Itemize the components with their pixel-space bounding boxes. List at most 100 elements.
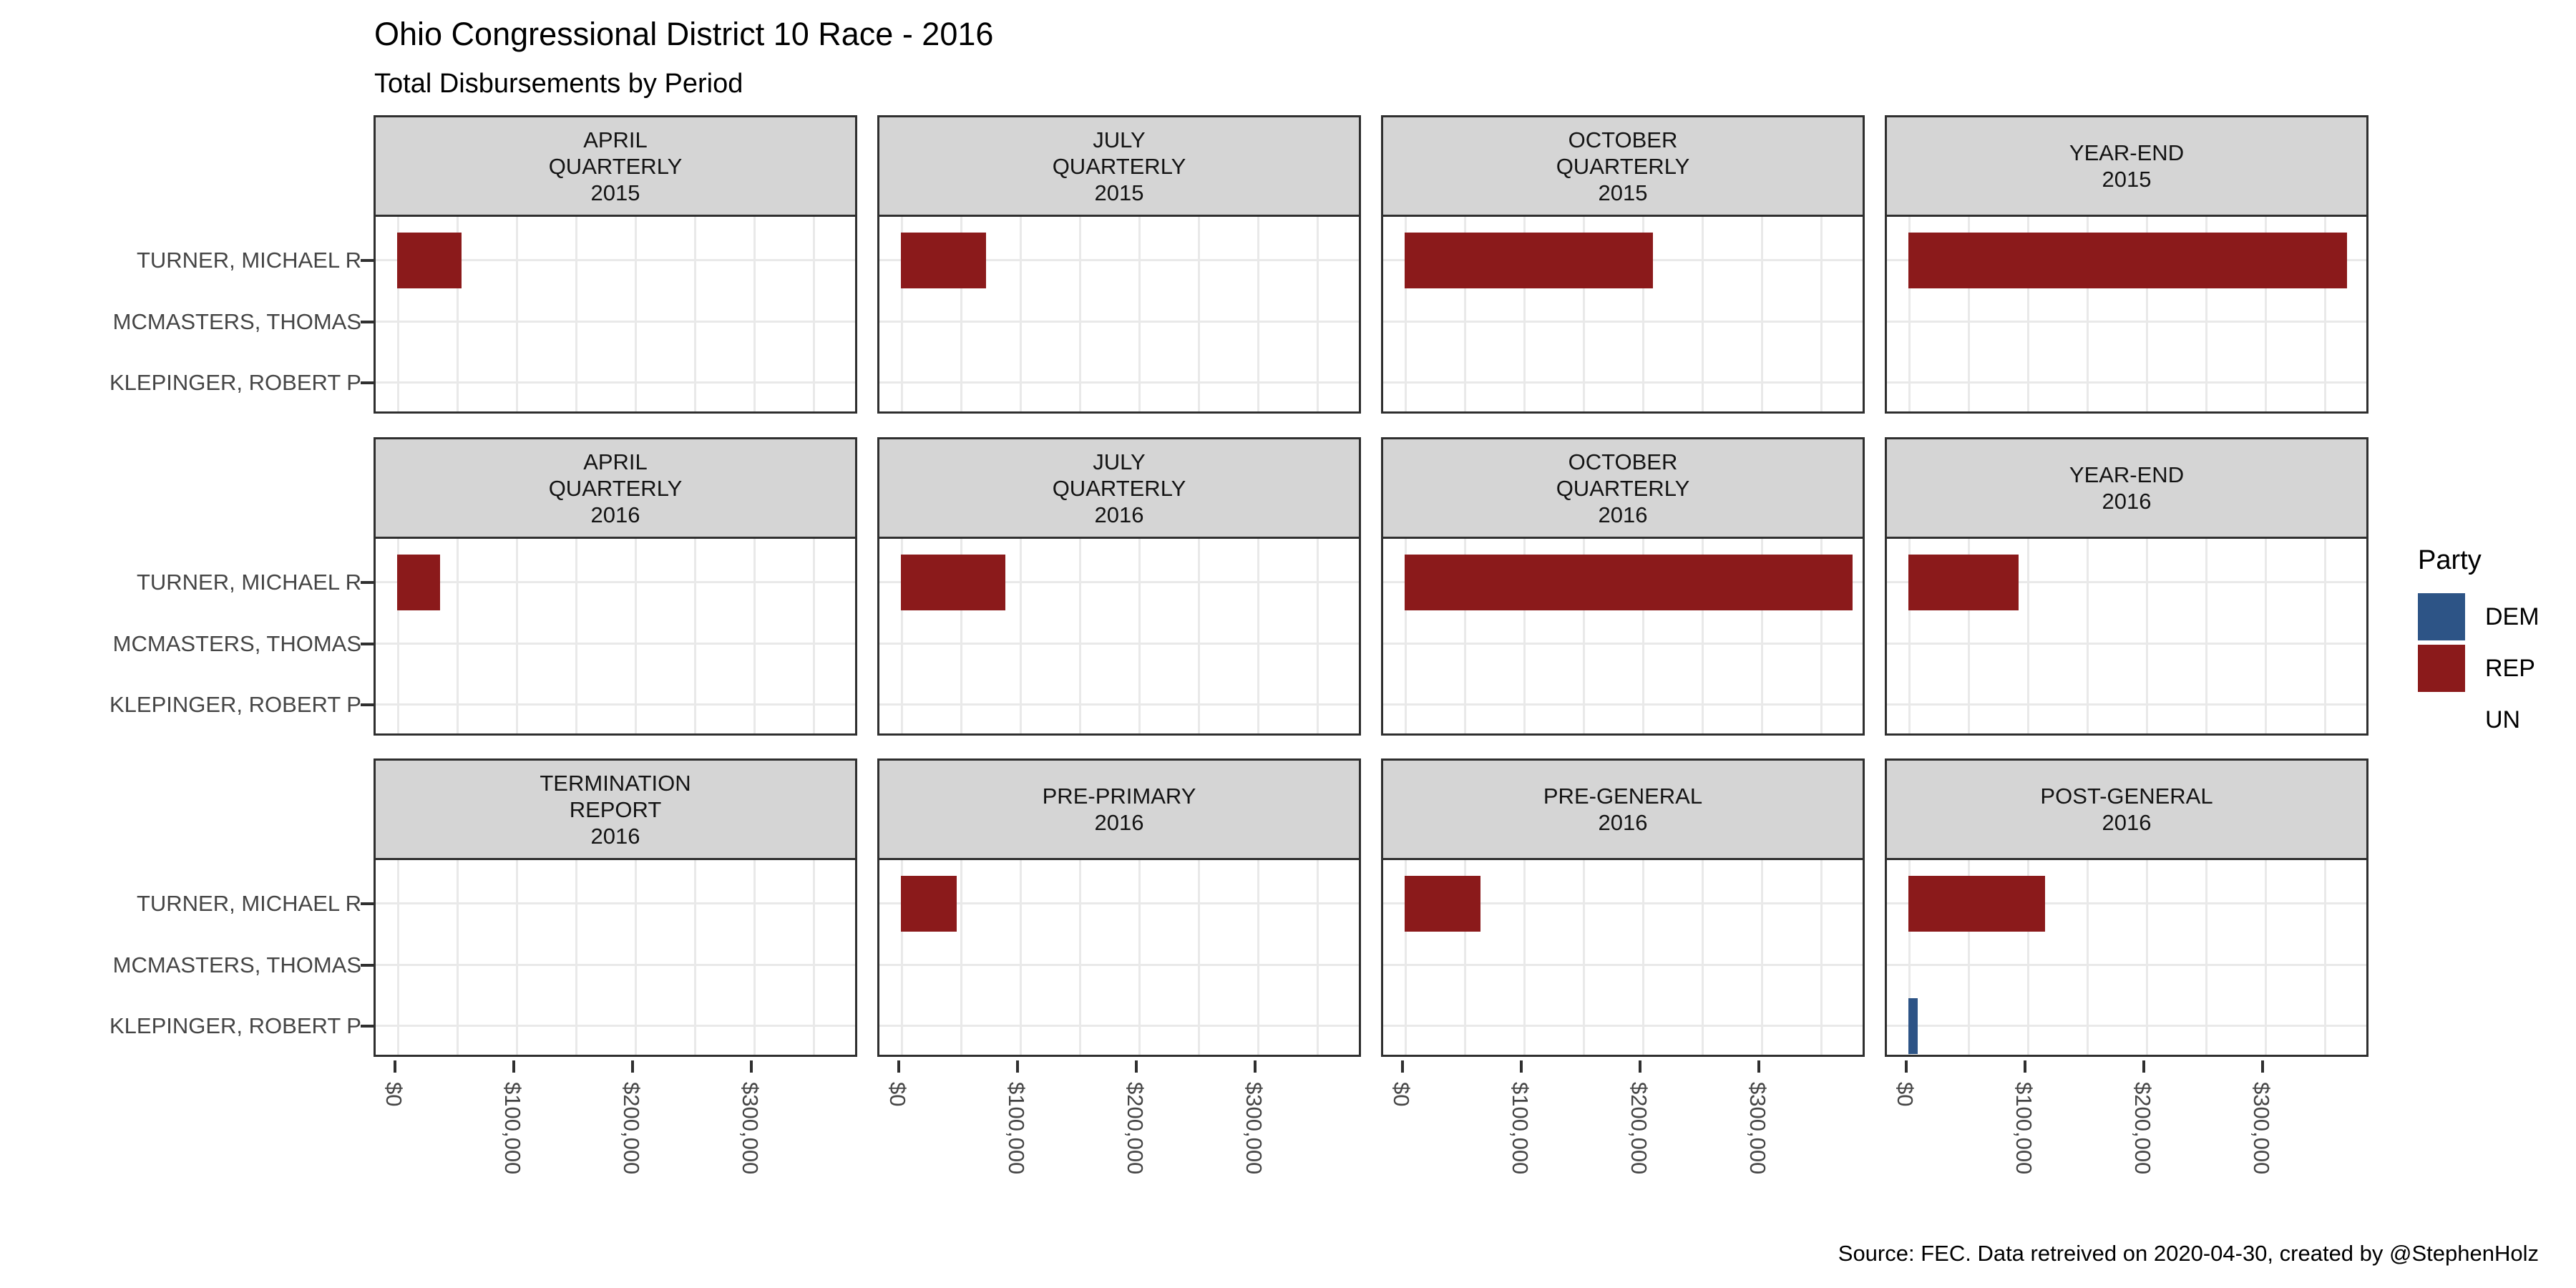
gridline-vertical <box>901 217 903 411</box>
gridline-vertical <box>1523 860 1526 1055</box>
gridline-vertical <box>1583 217 1585 411</box>
x-tick-label: $0 <box>1893 1082 1918 1107</box>
x-tick <box>1520 1060 1523 1073</box>
x-tick-label: $200,000 <box>1626 1082 1652 1175</box>
gridline-vertical <box>397 217 399 411</box>
y-tick <box>361 321 374 323</box>
x-tick <box>394 1060 396 1073</box>
gridline-vertical <box>1079 539 1081 733</box>
gridline-vertical <box>1198 860 1200 1055</box>
facet-strip: PRE-PRIMARY 2016 <box>877 758 1361 860</box>
facet-strip: JULY QUARTERLY 2015 <box>877 115 1361 217</box>
x-tick <box>512 1060 515 1073</box>
gridline-vertical <box>1464 217 1466 411</box>
x-tick <box>1254 1060 1257 1073</box>
facet-strip: JULY QUARTERLY 2016 <box>877 437 1361 539</box>
gridline-vertical <box>1908 539 1911 733</box>
gridline-vertical <box>1523 217 1526 411</box>
y-axis-label: MCMASTERS, THOMAS <box>112 952 361 977</box>
gridline-vertical <box>1761 217 1763 411</box>
legend-entry-rep: REP <box>2418 645 2535 692</box>
gridline-vertical <box>2087 860 2089 1055</box>
gridline-horizontal <box>879 643 1359 645</box>
x-tick <box>2261 1060 2264 1073</box>
gridline-vertical <box>1702 217 1704 411</box>
x-tick <box>1639 1060 1641 1073</box>
gridline-vertical <box>457 860 459 1055</box>
gridline-horizontal <box>879 381 1359 384</box>
gridline-vertical <box>960 217 962 411</box>
gridline-vertical <box>694 217 696 411</box>
facet-panel <box>877 215 1361 414</box>
legend-entry-dem: DEM <box>2418 593 2540 640</box>
gridline-vertical <box>635 217 637 411</box>
y-axis-label: KLEPINGER, ROBERT P <box>109 1013 361 1038</box>
gridline-horizontal <box>879 581 1359 583</box>
x-tick-label: $0 <box>381 1082 406 1107</box>
x-tick <box>1757 1060 1760 1073</box>
gridline-vertical <box>2027 539 2029 733</box>
gridline-vertical <box>1702 539 1704 733</box>
gridline-horizontal <box>1887 381 2366 384</box>
x-tick-label: $300,000 <box>1745 1082 1770 1175</box>
gridline-horizontal <box>879 902 1359 904</box>
gridline-vertical <box>1079 860 1081 1055</box>
bar-dem <box>1908 998 1918 1054</box>
gridline-vertical <box>516 860 518 1055</box>
bar-rep <box>1908 876 2045 932</box>
y-axis-label: MCMASTERS, THOMAS <box>112 309 361 334</box>
x-tick <box>2142 1060 2145 1073</box>
gridline-vertical <box>1464 860 1466 1055</box>
legend-swatch-un <box>2418 696 2465 743</box>
bar-rep <box>1908 555 2019 610</box>
x-tick-label: $300,000 <box>1241 1082 1267 1175</box>
chart-subtitle: Total Disbursements by Period <box>374 69 743 99</box>
facet-strip: TERMINATION REPORT 2016 <box>374 758 857 860</box>
legend-entry-un: UN <box>2418 696 2520 743</box>
bar-rep <box>901 876 957 932</box>
gridline-vertical <box>1138 217 1141 411</box>
gridline-vertical <box>1702 860 1704 1055</box>
y-tick <box>361 1025 374 1028</box>
gridline-vertical <box>1583 539 1585 733</box>
x-tick-label: $300,000 <box>2249 1082 2274 1175</box>
gridline-vertical <box>2324 217 2326 411</box>
bar-rep <box>397 555 440 610</box>
gridline-vertical <box>575 539 577 733</box>
gridline-vertical <box>1405 860 1407 1055</box>
legend-label-dem: DEM <box>2485 602 2540 630</box>
gridline-vertical <box>575 217 577 411</box>
gridline-vertical <box>1968 860 1970 1055</box>
gridline-vertical <box>1523 539 1526 733</box>
gridline-vertical <box>1020 539 1022 733</box>
gridline-vertical <box>901 539 903 733</box>
x-tick-label: $0 <box>885 1082 910 1107</box>
gridline-vertical <box>960 860 962 1055</box>
gridline-vertical <box>1079 217 1081 411</box>
y-axis-label: TURNER, MICHAEL R <box>136 248 361 273</box>
x-tick-label: $100,000 <box>2011 1082 2036 1175</box>
x-tick-label: $100,000 <box>1004 1082 1029 1175</box>
gridline-vertical <box>1642 860 1644 1055</box>
gridline-horizontal <box>879 259 1359 261</box>
y-axis-label: KLEPINGER, ROBERT P <box>109 370 361 395</box>
gridline-horizontal <box>376 581 855 583</box>
gridline-vertical <box>1908 860 1911 1055</box>
gridline-horizontal <box>879 1025 1359 1027</box>
gridline-vertical <box>2146 217 2148 411</box>
legend-swatch-rep <box>2418 645 2465 692</box>
y-tick <box>361 381 374 384</box>
gridline-horizontal <box>376 1025 855 1027</box>
facet-strip: OCTOBER QUARTERLY 2016 <box>1381 437 1865 539</box>
gridline-vertical <box>2205 860 2207 1055</box>
gridline-vertical <box>813 217 815 411</box>
gridline-horizontal <box>879 703 1359 706</box>
gridline-vertical <box>1257 539 1259 733</box>
gridline-vertical <box>694 539 696 733</box>
gridline-horizontal <box>1383 381 1863 384</box>
y-tick <box>361 643 374 645</box>
gridline-vertical <box>813 860 815 1055</box>
gridline-horizontal <box>376 902 855 904</box>
gridline-horizontal <box>1887 964 2366 966</box>
x-tick-label: $300,000 <box>738 1082 763 1175</box>
